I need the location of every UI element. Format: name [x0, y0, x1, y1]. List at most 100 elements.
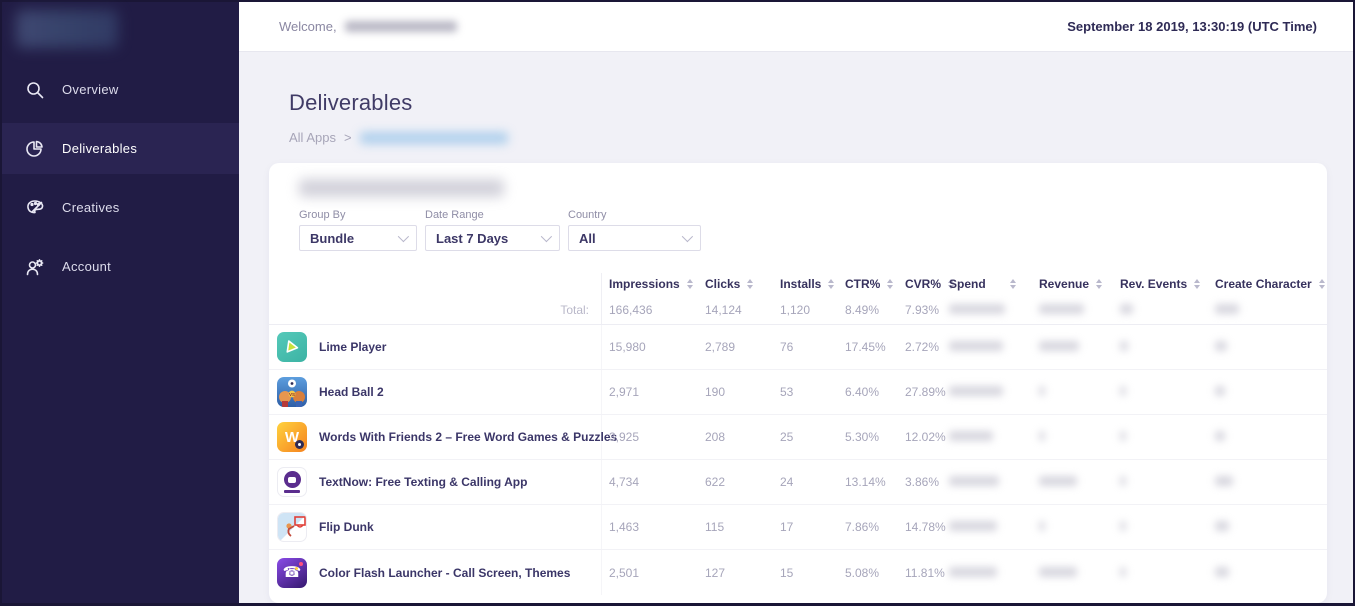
cell-spend-redacted — [942, 340, 1032, 354]
chevron-down-icon — [397, 230, 410, 243]
cell-spend-redacted — [942, 430, 1032, 444]
cell-revenue-redacted — [1032, 385, 1113, 399]
cell-rev-events-redacted — [1113, 430, 1208, 444]
welcome-label: Welcome, — [279, 19, 337, 34]
cell-revenue-redacted — [1032, 520, 1113, 534]
table-row[interactable]: ☎ Color Flash Launcher - Call Screen, Th… — [269, 550, 1327, 595]
cell-revenue-redacted — [1032, 430, 1113, 444]
date-range-select[interactable]: Last 7 Days — [425, 225, 560, 251]
lime-player-app-icon — [277, 332, 307, 362]
app-cell: Lime Player — [269, 325, 602, 369]
table-row[interactable]: W Words With Friends 2 – Free Word Games… — [269, 415, 1327, 460]
sort-icon[interactable] — [686, 279, 693, 289]
app-name: Flip Dunk — [319, 520, 374, 534]
cell-create-character-redacted — [1208, 430, 1327, 444]
column-header-revenue[interactable]: Revenue — [1032, 277, 1113, 291]
pie-chart-icon — [24, 138, 46, 160]
column-header-create-character[interactable]: Create Character — [1208, 277, 1327, 291]
color-flash-launcher-app-icon: ☎ — [277, 557, 307, 588]
column-header-cvr[interactable]: CVR% — [898, 277, 955, 291]
sort-icon[interactable] — [747, 279, 754, 289]
cell-cvr: 27.89% — [905, 385, 946, 399]
cell-installs: 24 — [780, 475, 794, 489]
country-value: All — [579, 230, 596, 246]
table-row[interactable]: Flip Dunk 1,463 115 17 7.86% 14.78% — [269, 505, 1327, 550]
breadcrumb-all-apps[interactable]: All Apps — [289, 130, 336, 145]
cell-installs: 25 — [780, 430, 794, 444]
date-range-value: Last 7 Days — [436, 230, 509, 246]
cell-impressions: 15,980 — [609, 340, 646, 354]
sidebar-item-deliverables[interactable]: Deliverables — [2, 123, 239, 174]
sidebar-item-account[interactable]: Account — [2, 241, 239, 292]
cell-impressions: 4,734 — [609, 475, 640, 489]
sort-icon[interactable] — [1009, 279, 1016, 289]
sort-icon[interactable] — [948, 279, 955, 289]
app-name: TextNow: Free Texting & Calling App — [319, 475, 528, 489]
total-clicks: 14,124 — [705, 302, 742, 317]
topbar: Welcome, September 18 2019, 13:30:19 (UT… — [239, 2, 1353, 52]
filter-label: Group By — [299, 209, 346, 221]
sidebar-item-label: Overview — [62, 82, 119, 97]
cell-ctr: 5.08% — [845, 565, 880, 580]
flip-dunk-app-icon — [277, 512, 307, 542]
app-name: Head Ball 2 — [319, 385, 384, 399]
cell-clicks: 2,789 — [705, 340, 736, 354]
cell-cvr: 12.02% — [905, 430, 946, 444]
chevron-down-icon — [681, 230, 694, 243]
cell-cvr: 3.86% — [905, 475, 940, 489]
cell-clicks: 115 — [705, 520, 725, 534]
svg-text:VS: VS — [289, 392, 295, 397]
breadcrumb-current-app-redacted[interactable] — [359, 131, 508, 144]
cell-create-character-redacted — [1208, 385, 1327, 399]
card-title-redacted — [299, 179, 504, 197]
cell-create-character-redacted — [1208, 475, 1327, 489]
column-header-ctr[interactable]: CTR% — [838, 277, 898, 291]
column-header-installs[interactable]: Installs — [773, 277, 838, 291]
country-select[interactable]: All — [568, 225, 701, 251]
total-installs: 1,120 — [780, 302, 811, 317]
cell-create-character-redacted — [1208, 340, 1327, 354]
filters: Group By Bundle Date Range Last 7 Days — [299, 209, 1327, 251]
sort-icon[interactable] — [1096, 279, 1103, 289]
cell-impressions: 1,463 — [609, 520, 640, 534]
sort-icon[interactable] — [828, 279, 835, 289]
breadcrumb: All Apps > — [289, 130, 1323, 145]
deliverables-table: Impressions Clicks Installs CTR% CVR% Sp… — [269, 273, 1327, 595]
cell-spend-redacted — [942, 566, 1032, 580]
cell-impressions: 3,925 — [609, 430, 640, 444]
cell-cvr: 11.81% — [905, 565, 945, 580]
table-header-row: Impressions Clicks Installs CTR% CVR% Sp… — [269, 273, 1327, 295]
total-create-character-redacted — [1208, 303, 1327, 317]
column-header-impressions[interactable]: Impressions — [602, 277, 698, 291]
sort-icon[interactable] — [1194, 279, 1201, 289]
cell-ctr: 13.14% — [845, 475, 886, 489]
sidebar-item-overview[interactable]: Overview — [2, 64, 239, 115]
table-row[interactable]: TextNow: Free Texting & Calling App 4,73… — [269, 460, 1327, 505]
column-header-clicks[interactable]: Clicks — [698, 277, 773, 291]
column-header-spend[interactable]: Spend — [942, 277, 1032, 291]
user-name-redacted — [344, 21, 457, 32]
app-column-spacer — [269, 273, 602, 295]
cell-create-character-redacted — [1208, 566, 1327, 580]
cell-spend-redacted — [942, 475, 1032, 489]
sort-icon[interactable] — [887, 279, 894, 289]
table-row[interactable]: VS Head Ball 2 2,971 190 53 6.40% 27.89% — [269, 370, 1327, 415]
app-logo[interactable] — [16, 10, 118, 48]
cell-revenue-redacted — [1032, 340, 1113, 354]
cell-clicks: 208 — [705, 430, 726, 444]
cell-installs: 76 — [780, 340, 794, 354]
cell-installs: 53 — [780, 385, 794, 399]
table-row[interactable]: Lime Player 15,980 2,789 76 17.45% 2.72% — [269, 325, 1327, 370]
app-name: Words With Friends 2 – Free Word Games &… — [319, 430, 618, 444]
cell-rev-events-redacted — [1113, 340, 1208, 354]
cell-impressions: 2,971 — [609, 385, 640, 399]
cell-spend-redacted — [942, 520, 1032, 534]
cell-spend-redacted — [942, 385, 1032, 399]
sort-icon[interactable] — [1318, 279, 1325, 289]
cell-clicks: 127 — [705, 565, 726, 580]
group-by-select[interactable]: Bundle — [299, 225, 417, 251]
column-header-rev-events[interactable]: Rev. Events — [1113, 277, 1208, 291]
sidebar-item-creatives[interactable]: Creatives — [2, 182, 239, 233]
cell-create-character-redacted — [1208, 520, 1327, 534]
app-name: Lime Player — [319, 340, 387, 354]
